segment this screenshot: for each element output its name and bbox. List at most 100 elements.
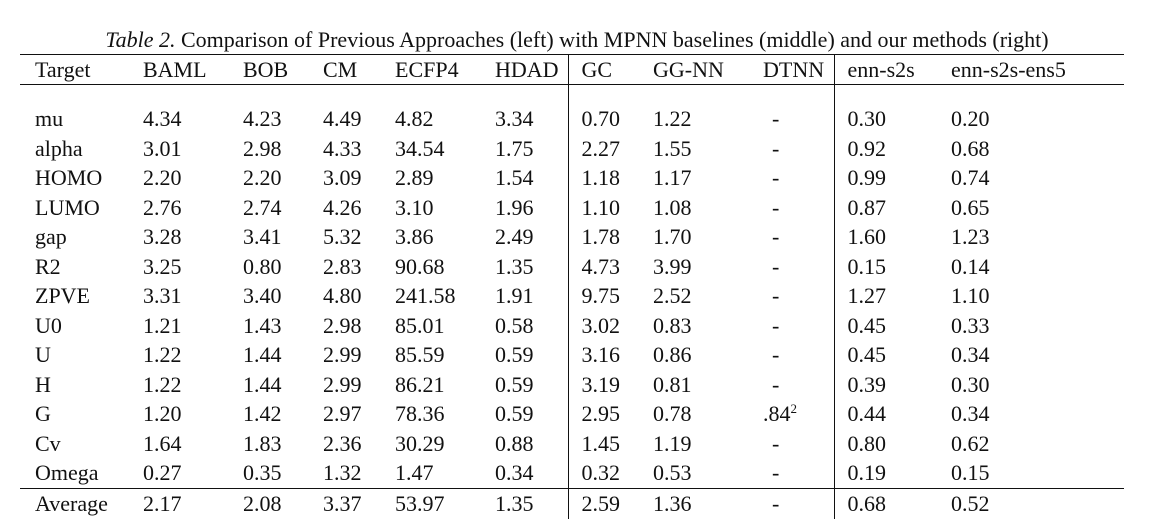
bob-cell: 1.42 <box>243 401 282 426</box>
hdad-cell: 0.88 <box>495 430 534 456</box>
bob-cell: 0.35 <box>243 460 282 485</box>
bob-cell: 2.98 <box>243 135 282 161</box>
col-header-enn-s2s-ens5: enn-s2s-ens5 <box>938 54 1124 85</box>
dtnn-value: .84 <box>763 401 791 426</box>
gc-cell: 1.78 <box>567 222 640 252</box>
bob-cell: 1.44 <box>243 371 282 397</box>
dtnn-cell: - <box>772 371 780 397</box>
footnote-marker: 2 <box>790 401 798 416</box>
dtnn-cell: - <box>772 165 780 190</box>
target-cell: Omega <box>35 460 99 485</box>
hdad-cell: 0.59 <box>495 401 534 426</box>
baml-cell: 3.01 <box>143 135 182 161</box>
cm-cell: 5.32 <box>323 224 362 249</box>
ecfp4-cell: 4.82 <box>395 106 434 131</box>
enn-s2s-cell: 0.80 <box>833 428 938 458</box>
hdad-cell: 0.59 <box>495 371 534 397</box>
bob-cell: 2.74 <box>243 194 282 220</box>
target-cell: HOMO <box>35 165 103 190</box>
col-header-target: Target <box>20 54 130 85</box>
col-header-cm: CM <box>310 54 382 85</box>
cm-cell: 2.83 <box>323 253 362 279</box>
gc-cell: 9.75 <box>567 281 640 311</box>
enn-s2s-ens5-cell: 0.34 <box>951 401 990 426</box>
table-row: U0 1.21 1.43 2.98 85.01 0.58 3.02 0.83 - 0.45 0.33 <box>20 310 1124 340</box>
dtnn-cell: - <box>772 460 780 485</box>
baml-cell: 3.31 <box>143 283 182 308</box>
hdad-cell: 1.35 <box>495 253 534 279</box>
dtnn-cell: .842 <box>750 399 834 429</box>
gg-nn-cell: 1.55 <box>653 135 692 161</box>
ecfp4-cell: 1.47 <box>395 460 434 485</box>
table-row: H 1.22 1.44 2.99 86.21 0.59 3.19 0.81 - 0.39 0.30 <box>20 369 1124 399</box>
hdad-cell: 0.34 <box>495 460 534 485</box>
gc-cell: 4.73 <box>567 251 640 281</box>
hdad-cell: 0.59 <box>495 342 534 367</box>
average-enn-s2s-ens5-cell: 0.52 <box>938 487 1124 519</box>
gg-nn-cell: 1.70 <box>653 224 692 249</box>
bob-cell: 4.23 <box>243 106 282 131</box>
gc-cell: 0.32 <box>567 458 640 488</box>
gc-cell: 3.02 <box>567 310 640 340</box>
bob-cell: 1.44 <box>243 342 282 367</box>
average-cm-cell: 3.37 <box>310 487 382 519</box>
enn-s2s-ens5-cell: 0.14 <box>951 253 990 279</box>
ecfp4-cell: 85.59 <box>395 342 445 367</box>
table-caption-text: Comparison of Previous Approaches (left)… <box>180 27 1049 52</box>
average-gg-nn-cell: 1.36 <box>640 487 750 519</box>
enn-s2s-cell: 0.39 <box>833 369 938 399</box>
baml-cell: 2.20 <box>143 165 182 190</box>
col-header-dtnn: DTNN <box>750 54 834 85</box>
baml-cell: 3.25 <box>143 253 182 279</box>
gg-nn-cell: 1.17 <box>653 165 692 190</box>
average-bob-cell: 2.08 <box>230 487 310 519</box>
target-cell: R2 <box>35 253 61 279</box>
enn-s2s-ens5-cell: 0.34 <box>951 342 990 367</box>
baml-cell: 0.27 <box>143 460 182 485</box>
baml-cell: 1.64 <box>143 430 182 456</box>
gg-nn-cell: 1.08 <box>653 194 692 220</box>
gc-cell: 2.27 <box>567 133 640 163</box>
dtnn-cell: - <box>772 135 780 161</box>
dtnn-cell: - <box>772 106 780 131</box>
dtnn-cell: - <box>772 224 780 249</box>
average-gc-cell: 2.59 <box>567 487 640 519</box>
table-row: alpha 3.01 2.98 4.33 34.54 1.75 2.27 1.55 - 0.92 0… <box>20 133 1124 163</box>
ecfp4-cell: 30.29 <box>395 430 445 456</box>
cm-cell: 4.33 <box>323 135 362 161</box>
gg-nn-cell: 0.81 <box>653 371 692 397</box>
enn-s2s-cell: 0.87 <box>833 192 938 222</box>
enn-s2s-ens5-cell: 1.10 <box>951 283 990 308</box>
table-row: LUMO 2.76 2.74 4.26 3.10 1.96 1.10 1.08 - 0.87 0.6… <box>20 192 1124 222</box>
table-row: gap 3.28 3.41 5.32 3.86 2.49 1.78 1.70 - 1.60 1.23 <box>20 222 1124 252</box>
gg-nn-cell: 0.78 <box>653 401 692 426</box>
target-cell: G <box>35 401 51 426</box>
cm-cell: 2.99 <box>323 371 362 397</box>
target-cell: U <box>35 342 51 367</box>
enn-s2s-cell: 1.27 <box>833 281 938 311</box>
ecfp4-cell: 3.10 <box>395 194 434 220</box>
baml-cell: 1.20 <box>143 401 182 426</box>
gg-nn-cell: 1.19 <box>653 430 692 456</box>
hdad-cell: 3.34 <box>495 106 534 131</box>
gc-cell: 0.70 <box>567 104 640 134</box>
target-cell: Cv <box>35 430 61 456</box>
cm-cell: 1.32 <box>323 460 362 485</box>
dtnn-cell: - <box>772 283 780 308</box>
bob-cell: 1.83 <box>243 430 282 456</box>
table-caption: Table 2. Comparison of Previous Approach… <box>0 27 1154 53</box>
dtnn-cell: - <box>772 430 780 456</box>
hdad-cell: 1.91 <box>495 283 534 308</box>
target-cell: U0 <box>35 312 62 338</box>
comparison-table: Target BAML BOB CM ECFP4 HDAD GC GG-NN D… <box>20 54 1124 519</box>
table-row: HOMO 2.20 2.20 3.09 2.89 1.54 1.18 1.17 - 0.99 0.7… <box>20 163 1124 193</box>
gg-nn-cell: 0.53 <box>653 460 692 485</box>
table-row: R2 3.25 0.80 2.83 90.68 1.35 4.73 3.99 - 0.15 0.14 <box>20 251 1124 281</box>
enn-s2s-cell: 0.19 <box>833 458 938 488</box>
table-spacer-row <box>20 84 1124 104</box>
hdad-cell: 2.49 <box>495 224 534 249</box>
enn-s2s-cell: 0.99 <box>833 163 938 193</box>
col-header-gc: GC <box>567 54 640 85</box>
enn-s2s-cell: 1.60 <box>833 222 938 252</box>
